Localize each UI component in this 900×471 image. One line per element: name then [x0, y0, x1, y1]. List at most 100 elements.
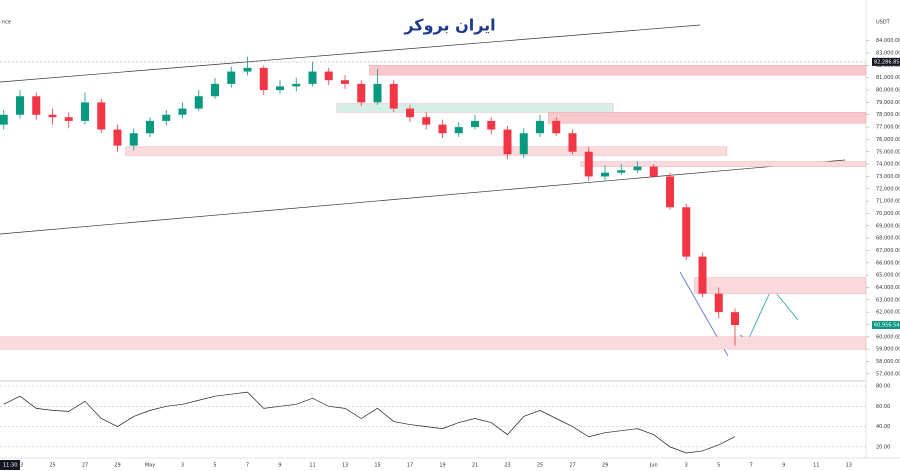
x-tick-label: 9 [782, 463, 785, 469]
y-tick-label: 59,000.00 [876, 347, 900, 353]
y-tick-label: 80,000.00 [876, 88, 900, 94]
candle-body [81, 102, 89, 121]
candle-body [178, 108, 187, 115]
price-label: 82,286.85 [874, 59, 899, 65]
candle-body [649, 166, 658, 177]
indicator-line [3, 391, 736, 454]
candle-body [601, 172, 609, 177]
y-tick-label: 79,000.00 [876, 100, 900, 106]
y-tick-label: 68,000.00 [876, 236, 900, 242]
header: nce [2, 20, 11, 26]
x-tick-label: 17 [407, 463, 413, 469]
logo: ایران بروکر [403, 16, 495, 35]
zone [0, 336, 867, 350]
x-tick-label: 15 [374, 463, 380, 469]
x-tick-label: 5 [213, 463, 216, 469]
x-tick-label: 13 [846, 463, 852, 469]
candle-body [97, 102, 106, 130]
candle-body [503, 129, 512, 155]
y-tick-label: 73,000.00 [876, 174, 900, 180]
y-tick-label: 67,000.00 [876, 248, 900, 254]
x-tick-label: 23 [504, 463, 510, 469]
candle-body [519, 133, 528, 155]
candle-body [373, 83, 382, 103]
y-tick-label: 20.00 [876, 444, 890, 450]
y-tick-label: 71,000.00 [876, 199, 900, 205]
candle-body [568, 133, 577, 152]
x-tick-label: 7 [750, 463, 753, 469]
y-tick-label: 62,000.00 [876, 310, 900, 316]
candle-body [714, 293, 723, 313]
x-tick-label: 5 [717, 463, 720, 469]
zone [694, 277, 867, 294]
y-tick-label: 81,000.00 [876, 75, 900, 81]
zone [125, 146, 728, 156]
candle-body [341, 80, 349, 84]
x-tick-label: Jun [649, 463, 658, 469]
price-label-box [872, 321, 900, 330]
price-label: 60,956.54 [874, 323, 899, 329]
y-tick-label: 66,000.00 [876, 260, 900, 266]
x-tick-label: 3 [181, 463, 184, 469]
candle-body [113, 129, 122, 146]
x-tick-label: 3 [685, 463, 688, 469]
y-tick-label: 40.00 [876, 424, 890, 430]
y-tick-label: 65,000.00 [876, 273, 900, 279]
x-tick-label: 27 [82, 463, 88, 469]
x-tick-label: 19 [439, 463, 445, 469]
zone [580, 161, 867, 167]
trend-line [0, 159, 846, 235]
candle-body [32, 96, 41, 115]
candle-body [308, 71, 317, 84]
x-tick-label: 13 [342, 463, 348, 469]
x-tick-label: 9 [278, 463, 281, 469]
candle-body [666, 176, 674, 208]
y-tick-label: 58,000.00 [876, 359, 900, 365]
y-tick-label: 60.00 [876, 404, 890, 410]
zone [547, 112, 867, 124]
candle-body [698, 256, 707, 294]
time-box [0, 460, 20, 470]
x-tick-label: 29 [114, 463, 120, 469]
candle-body [194, 96, 203, 109]
candle-body [162, 114, 171, 121]
candle-body [292, 83, 301, 87]
time-label: 11:30 [3, 463, 17, 469]
candle-body [406, 108, 414, 118]
trend-line [0, 24, 701, 83]
candle-body [357, 83, 366, 103]
y-tick-label: 70,000.00 [876, 211, 900, 217]
x-tick-label: 11 [813, 463, 819, 469]
x-tick-label: May [145, 463, 155, 469]
y-tick-label: 77,000.00 [876, 125, 900, 131]
y-tick-label: 84,000.00 [876, 38, 900, 44]
x-tick-label: 7 [246, 463, 249, 469]
y-tick-label: 72,000.00 [876, 186, 900, 192]
candle-body [48, 114, 57, 118]
candle-body [487, 120, 496, 130]
candle-body [129, 133, 138, 146]
currency: USDT [876, 20, 891, 26]
y-tick-label: 80.00 [876, 384, 890, 390]
y-tick-label: 63,000.00 [876, 297, 900, 303]
candle-body [454, 127, 463, 134]
candle-body [324, 71, 333, 81]
y-tick-label: 76,000.00 [876, 137, 900, 143]
y-tick-label: 83,000.00 [876, 51, 900, 57]
x-tick-label: 11 [309, 463, 315, 469]
candle-body [633, 166, 642, 171]
y-tick-label: 82,000.00 [876, 63, 900, 69]
candle-body [584, 151, 593, 177]
candle-body [438, 124, 447, 134]
x-tick-label: 23 [17, 463, 23, 469]
candle-body [64, 117, 73, 121]
candle-body [731, 312, 739, 326]
candle-body [276, 86, 284, 91]
price-label-box [872, 57, 900, 66]
y-tick-label: 57,000.00 [876, 371, 900, 377]
x-tick-label: 25 [537, 463, 543, 469]
y-tick-label: 75,000.00 [876, 149, 900, 155]
y-tick-label: 78,000.00 [876, 112, 900, 118]
